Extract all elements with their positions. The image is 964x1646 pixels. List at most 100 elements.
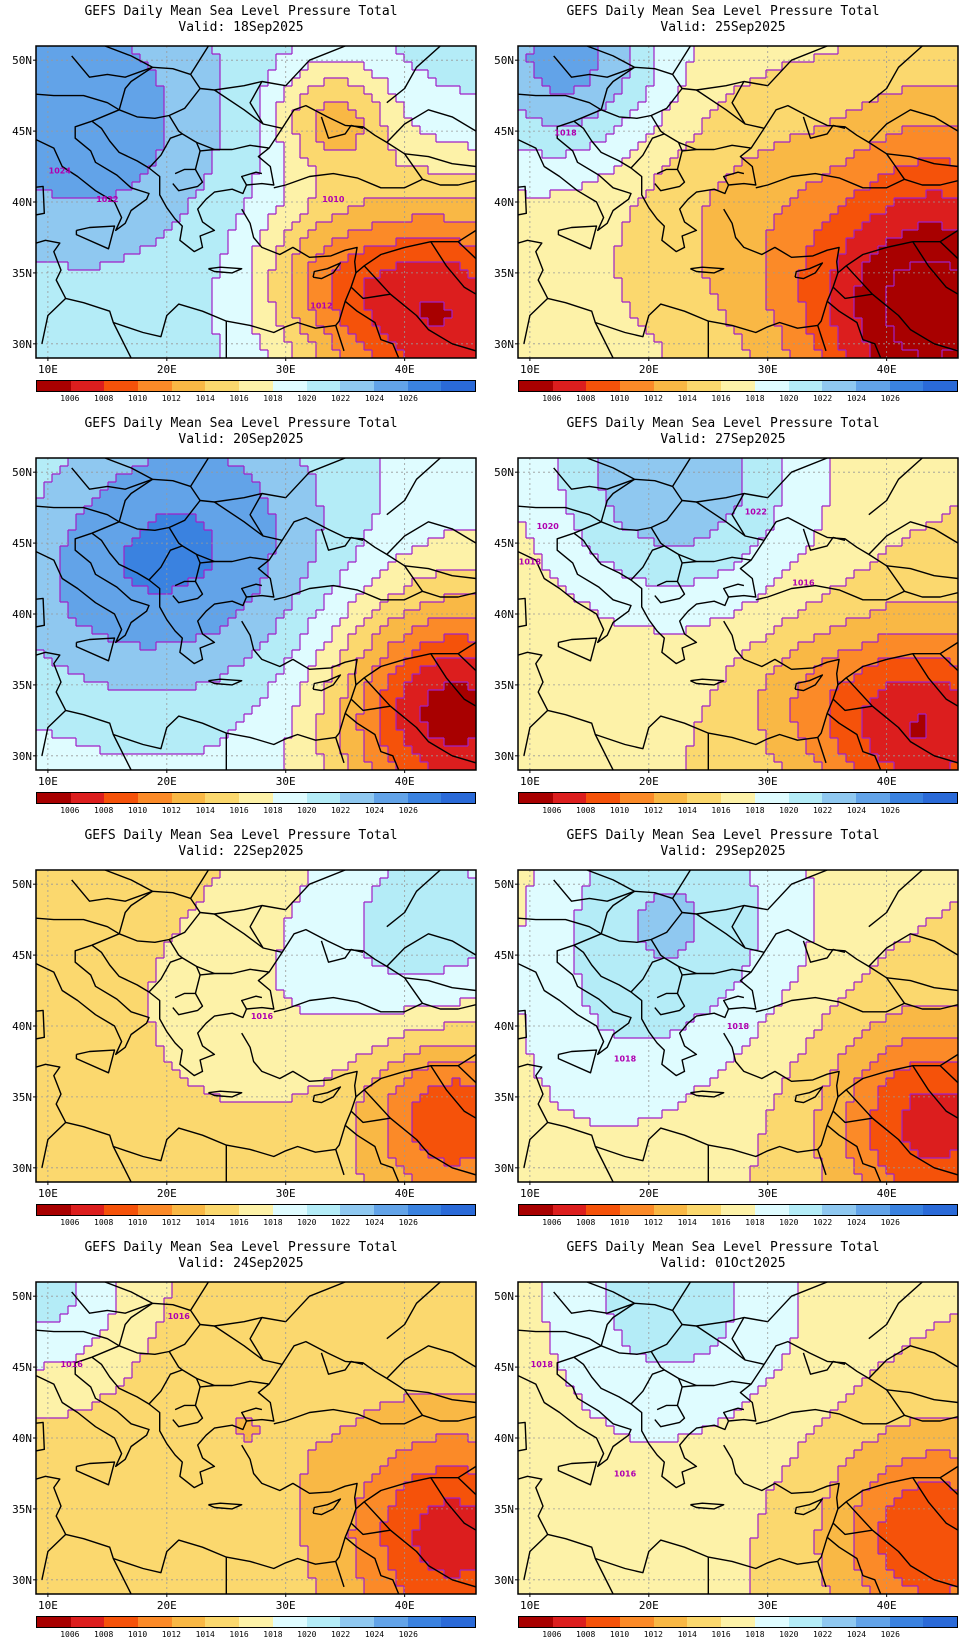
colorbar-label: 1018 — [740, 1218, 770, 1227]
colorbar — [518, 1204, 958, 1216]
colorbar-swatch — [721, 381, 755, 391]
colorbar-label: 1008 — [89, 394, 119, 403]
colorbar-label: 1024 — [841, 394, 871, 403]
lat-tick-label: 35N — [494, 679, 514, 692]
lon-tick-label: 40E — [877, 1187, 897, 1200]
colorbar-label: 1008 — [571, 1630, 601, 1639]
lat-tick-label: 35N — [494, 267, 514, 280]
lon-tick-label: 40E — [877, 1599, 897, 1612]
colorbar-label: 1006 — [537, 394, 567, 403]
colorbar-label: 1012 — [638, 806, 668, 815]
colorbar-label: 1016 — [706, 1630, 736, 1639]
colorbar-swatch — [586, 381, 620, 391]
colorbar-label: 1026 — [875, 394, 905, 403]
colorbar-label: 1010 — [123, 1630, 153, 1639]
colorbar-swatch — [273, 1617, 307, 1627]
lat-tick-label: 50N — [12, 466, 32, 479]
colorbar-swatch — [856, 793, 890, 803]
colorbar-swatch — [374, 1617, 408, 1627]
colorbar-swatch — [687, 793, 721, 803]
map-panel: GEFS Daily Mean Sea Level Pressure Total… — [0, 824, 482, 1234]
lat-tick-label: 35N — [494, 1503, 514, 1516]
lat-tick-label: 50N — [12, 54, 32, 67]
colorbar-label: 1006 — [537, 806, 567, 815]
colorbar-label: 1014 — [190, 1218, 220, 1227]
isobar-label: 1018 — [531, 1360, 554, 1369]
lat-tick-label: 35N — [12, 1503, 32, 1516]
colorbar-label: 1006 — [537, 1218, 567, 1227]
colorbar-label: 1020 — [292, 1630, 322, 1639]
colorbar-label: 1016 — [706, 1218, 736, 1227]
colorbar-label: 1006 — [55, 1218, 85, 1227]
colorbar-label: 1010 — [123, 394, 153, 403]
map-panel: GEFS Daily Mean Sea Level Pressure Total… — [0, 1236, 482, 1646]
colorbar-label: 1014 — [672, 1218, 702, 1227]
colorbar-swatch — [104, 1205, 138, 1215]
colorbar-label: 1026 — [393, 806, 423, 815]
colorbar-swatch — [687, 381, 721, 391]
map-panel: GEFS Daily Mean Sea Level Pressure Total… — [482, 0, 964, 410]
colorbar-label: 1010 — [605, 394, 635, 403]
colorbar-label: 1020 — [292, 394, 322, 403]
pressure-fill: 1018 — [511, 46, 959, 359]
colorbar-swatch — [71, 793, 105, 803]
colorbar-swatch — [138, 381, 172, 391]
colorbar-label: 1006 — [537, 1630, 567, 1639]
colorbar-label: 1020 — [774, 1630, 804, 1639]
colorbar-swatch — [654, 793, 688, 803]
colorbar-swatch — [340, 1205, 374, 1215]
colorbar-swatch — [519, 381, 553, 391]
lat-tick-label: 35N — [12, 1091, 32, 1104]
lon-tick-label: 30E — [276, 775, 296, 788]
colorbar-label: 1022 — [326, 1630, 356, 1639]
lat-tick-label: 40N — [12, 608, 32, 621]
lat-tick-label: 30N — [494, 1162, 514, 1175]
colorbar-label: 1018 — [258, 1218, 288, 1227]
colorbar-label: 1012 — [638, 394, 668, 403]
colorbar-swatch — [37, 381, 71, 391]
colorbar-swatch — [273, 1205, 307, 1215]
colorbar-label: 1016 — [706, 394, 736, 403]
lon-tick-label: 20E — [157, 1599, 177, 1612]
lat-tick-label: 35N — [12, 267, 32, 280]
colorbar-swatch — [104, 381, 138, 391]
isobar-label: 1016 — [61, 1360, 84, 1369]
isobar-label: 1016 — [168, 1312, 191, 1321]
lat-tick-label: 50N — [494, 878, 514, 891]
colorbar-label: 1010 — [123, 806, 153, 815]
lon-tick-label: 10E — [38, 1599, 58, 1612]
colorbar-swatch — [71, 1617, 105, 1627]
lat-tick-label: 45N — [12, 949, 32, 962]
colorbar-swatch — [307, 1205, 341, 1215]
lat-tick-label: 35N — [12, 679, 32, 692]
colorbar-swatch — [856, 381, 890, 391]
colorbar-swatch — [553, 381, 587, 391]
colorbar-label: 1014 — [672, 806, 702, 815]
isobar-label: 1024 — [49, 167, 72, 176]
lat-tick-label: 45N — [494, 949, 514, 962]
colorbar-label: 1024 — [359, 394, 389, 403]
colorbar-swatch — [586, 1617, 620, 1627]
lon-tick-label: 30E — [276, 363, 296, 376]
colorbar-swatch — [205, 793, 239, 803]
colorbar-label: 1006 — [55, 806, 85, 815]
colorbar-swatch — [172, 793, 206, 803]
colorbar-label: 1018 — [258, 806, 288, 815]
lon-tick-label: 30E — [758, 775, 778, 788]
lon-tick-label: 20E — [639, 775, 659, 788]
lon-tick-label: 20E — [157, 363, 177, 376]
colorbar-swatch — [755, 793, 789, 803]
lat-tick-label: 45N — [12, 125, 32, 138]
colorbar-label: 1022 — [808, 1218, 838, 1227]
colorbar-swatch — [654, 1617, 688, 1627]
colorbar-swatch — [553, 1617, 587, 1627]
colorbar-label: 1018 — [740, 806, 770, 815]
lat-tick-label: 30N — [494, 750, 514, 763]
colorbar-swatch — [890, 1617, 924, 1627]
colorbar-label: 1024 — [841, 806, 871, 815]
colorbar-swatch — [37, 1617, 71, 1627]
lat-tick-label: 45N — [494, 125, 514, 138]
